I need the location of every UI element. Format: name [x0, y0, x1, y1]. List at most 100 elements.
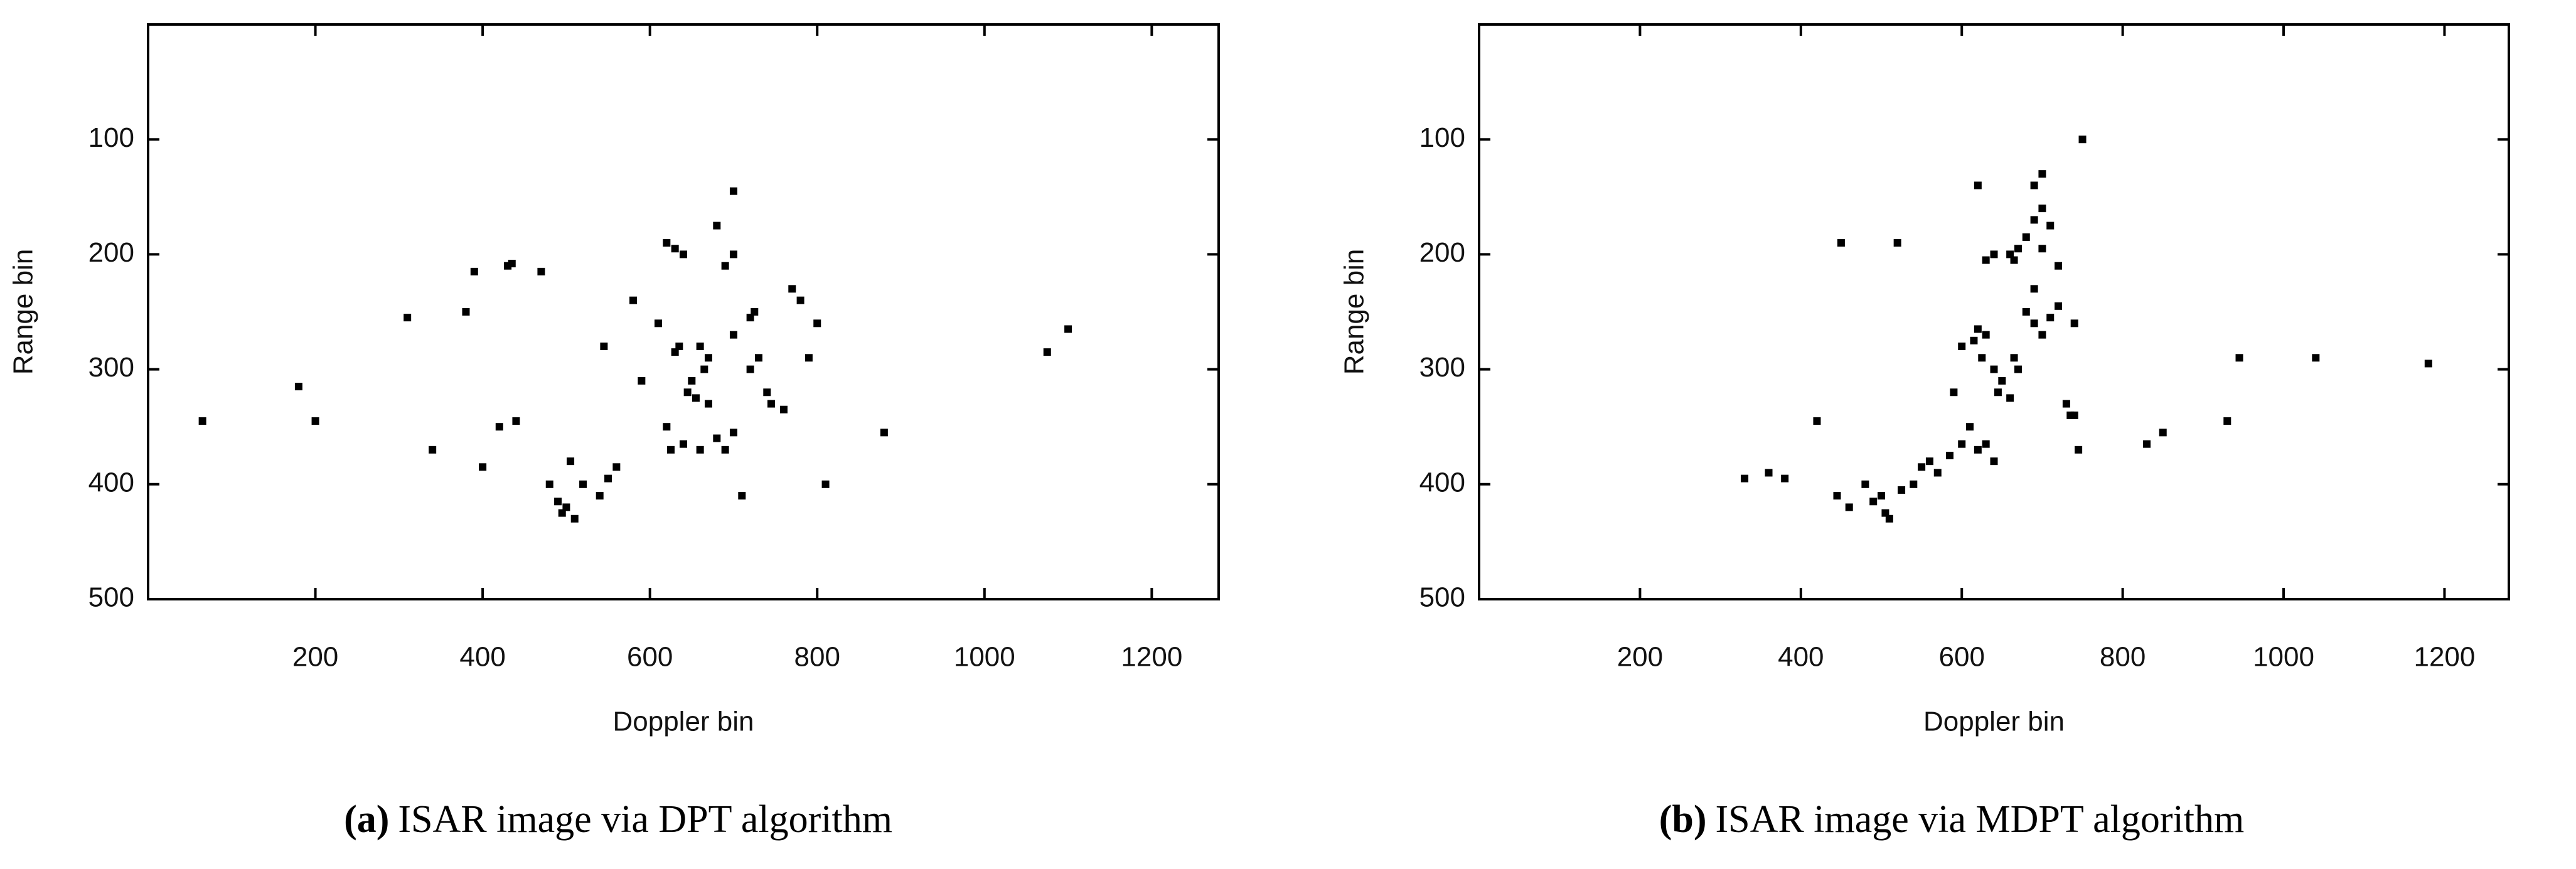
point	[2030, 216, 2038, 224]
point	[2078, 136, 2087, 144]
point	[596, 492, 604, 500]
point	[2159, 429, 2167, 437]
point	[508, 260, 516, 268]
y-tick-label: 300	[88, 352, 134, 383]
point	[2038, 245, 2046, 253]
point	[880, 429, 888, 437]
x-tick-label: 400	[1778, 642, 1824, 673]
y-tick-label: 500	[88, 582, 134, 613]
y-axis-title: Range bin	[8, 249, 39, 375]
point	[763, 388, 771, 397]
caption-text: ISAR image via DPT algorithm	[398, 798, 892, 841]
point	[1974, 181, 1982, 189]
point	[1813, 417, 1821, 425]
x-tick-label: 600	[1939, 642, 1985, 673]
point	[462, 308, 470, 316]
y-tick-label: 400	[88, 467, 134, 498]
point	[537, 267, 545, 275]
point	[767, 400, 775, 408]
point	[804, 354, 813, 362]
point	[2055, 262, 2063, 270]
point	[2010, 256, 2018, 264]
plot-area	[148, 24, 1219, 599]
point	[788, 285, 796, 293]
y-tick-label: 400	[1419, 467, 1465, 498]
point	[1869, 498, 1878, 506]
point	[600, 342, 608, 350]
point	[1974, 445, 1982, 454]
point	[2062, 400, 2070, 408]
caption-text: ISAR image via MDPT algorithm	[1716, 798, 2245, 841]
plot-frame	[1478, 23, 2510, 600]
y-tick-label: 200	[1419, 237, 1465, 268]
point	[1974, 325, 1982, 333]
point	[567, 457, 575, 466]
point	[688, 376, 696, 385]
point	[1881, 509, 1889, 517]
point	[1910, 480, 1918, 488]
point	[680, 440, 687, 448]
x-axis-title: Doppler bin	[1923, 706, 2065, 737]
x-tick-label: 800	[2100, 642, 2146, 673]
point	[663, 423, 671, 431]
plot-area	[1479, 24, 2509, 599]
point	[713, 221, 721, 230]
point	[495, 423, 503, 431]
point	[1982, 331, 1990, 339]
x-tick-label: 800	[794, 642, 840, 673]
point	[1998, 376, 2006, 385]
caption-label: (b)	[1659, 798, 1707, 841]
point	[554, 498, 562, 506]
point	[729, 331, 737, 339]
point	[1990, 250, 1998, 259]
point	[675, 342, 683, 350]
point	[2006, 250, 2014, 259]
point	[579, 480, 587, 488]
x-tick-label: 600	[627, 642, 673, 673]
point	[655, 319, 663, 328]
point	[1990, 365, 1998, 373]
point	[1958, 440, 1966, 448]
point	[2030, 181, 2038, 189]
point	[683, 388, 692, 397]
point	[629, 296, 638, 304]
point	[1958, 342, 1966, 350]
caption: (b) ISAR image via MDPT algorithm	[1659, 798, 2244, 841]
point	[680, 250, 687, 259]
point	[713, 434, 721, 442]
point	[2046, 314, 2055, 322]
point	[2143, 440, 2151, 448]
point	[638, 376, 646, 385]
point	[738, 492, 746, 500]
point	[1990, 457, 1998, 466]
point	[612, 463, 621, 471]
point	[721, 445, 729, 454]
x-axis-title: Doppler bin	[612, 706, 754, 737]
point	[746, 365, 754, 373]
point	[2006, 394, 2014, 402]
x-tick-label: 200	[1617, 642, 1663, 673]
y-tick-label: 500	[1419, 582, 1465, 613]
point	[704, 400, 712, 408]
point	[512, 417, 520, 425]
point	[1741, 474, 1749, 482]
point	[729, 250, 737, 259]
x-tick-label: 1200	[1121, 642, 1182, 673]
point	[754, 354, 762, 362]
point	[1845, 503, 1853, 511]
point	[671, 245, 679, 253]
y-axis-title: Range bin	[1339, 249, 1370, 375]
point	[562, 503, 570, 511]
point	[667, 445, 675, 454]
point	[1898, 486, 1906, 494]
point	[2038, 170, 2046, 178]
plot-frame	[147, 23, 1220, 600]
point	[2014, 365, 2022, 373]
point	[2070, 319, 2078, 328]
point	[813, 319, 821, 328]
caption: (a) ISAR image via DPT algorithm	[344, 798, 892, 841]
point	[704, 354, 712, 362]
point	[2038, 331, 2046, 339]
point	[2312, 354, 2320, 362]
point	[2014, 245, 2022, 253]
